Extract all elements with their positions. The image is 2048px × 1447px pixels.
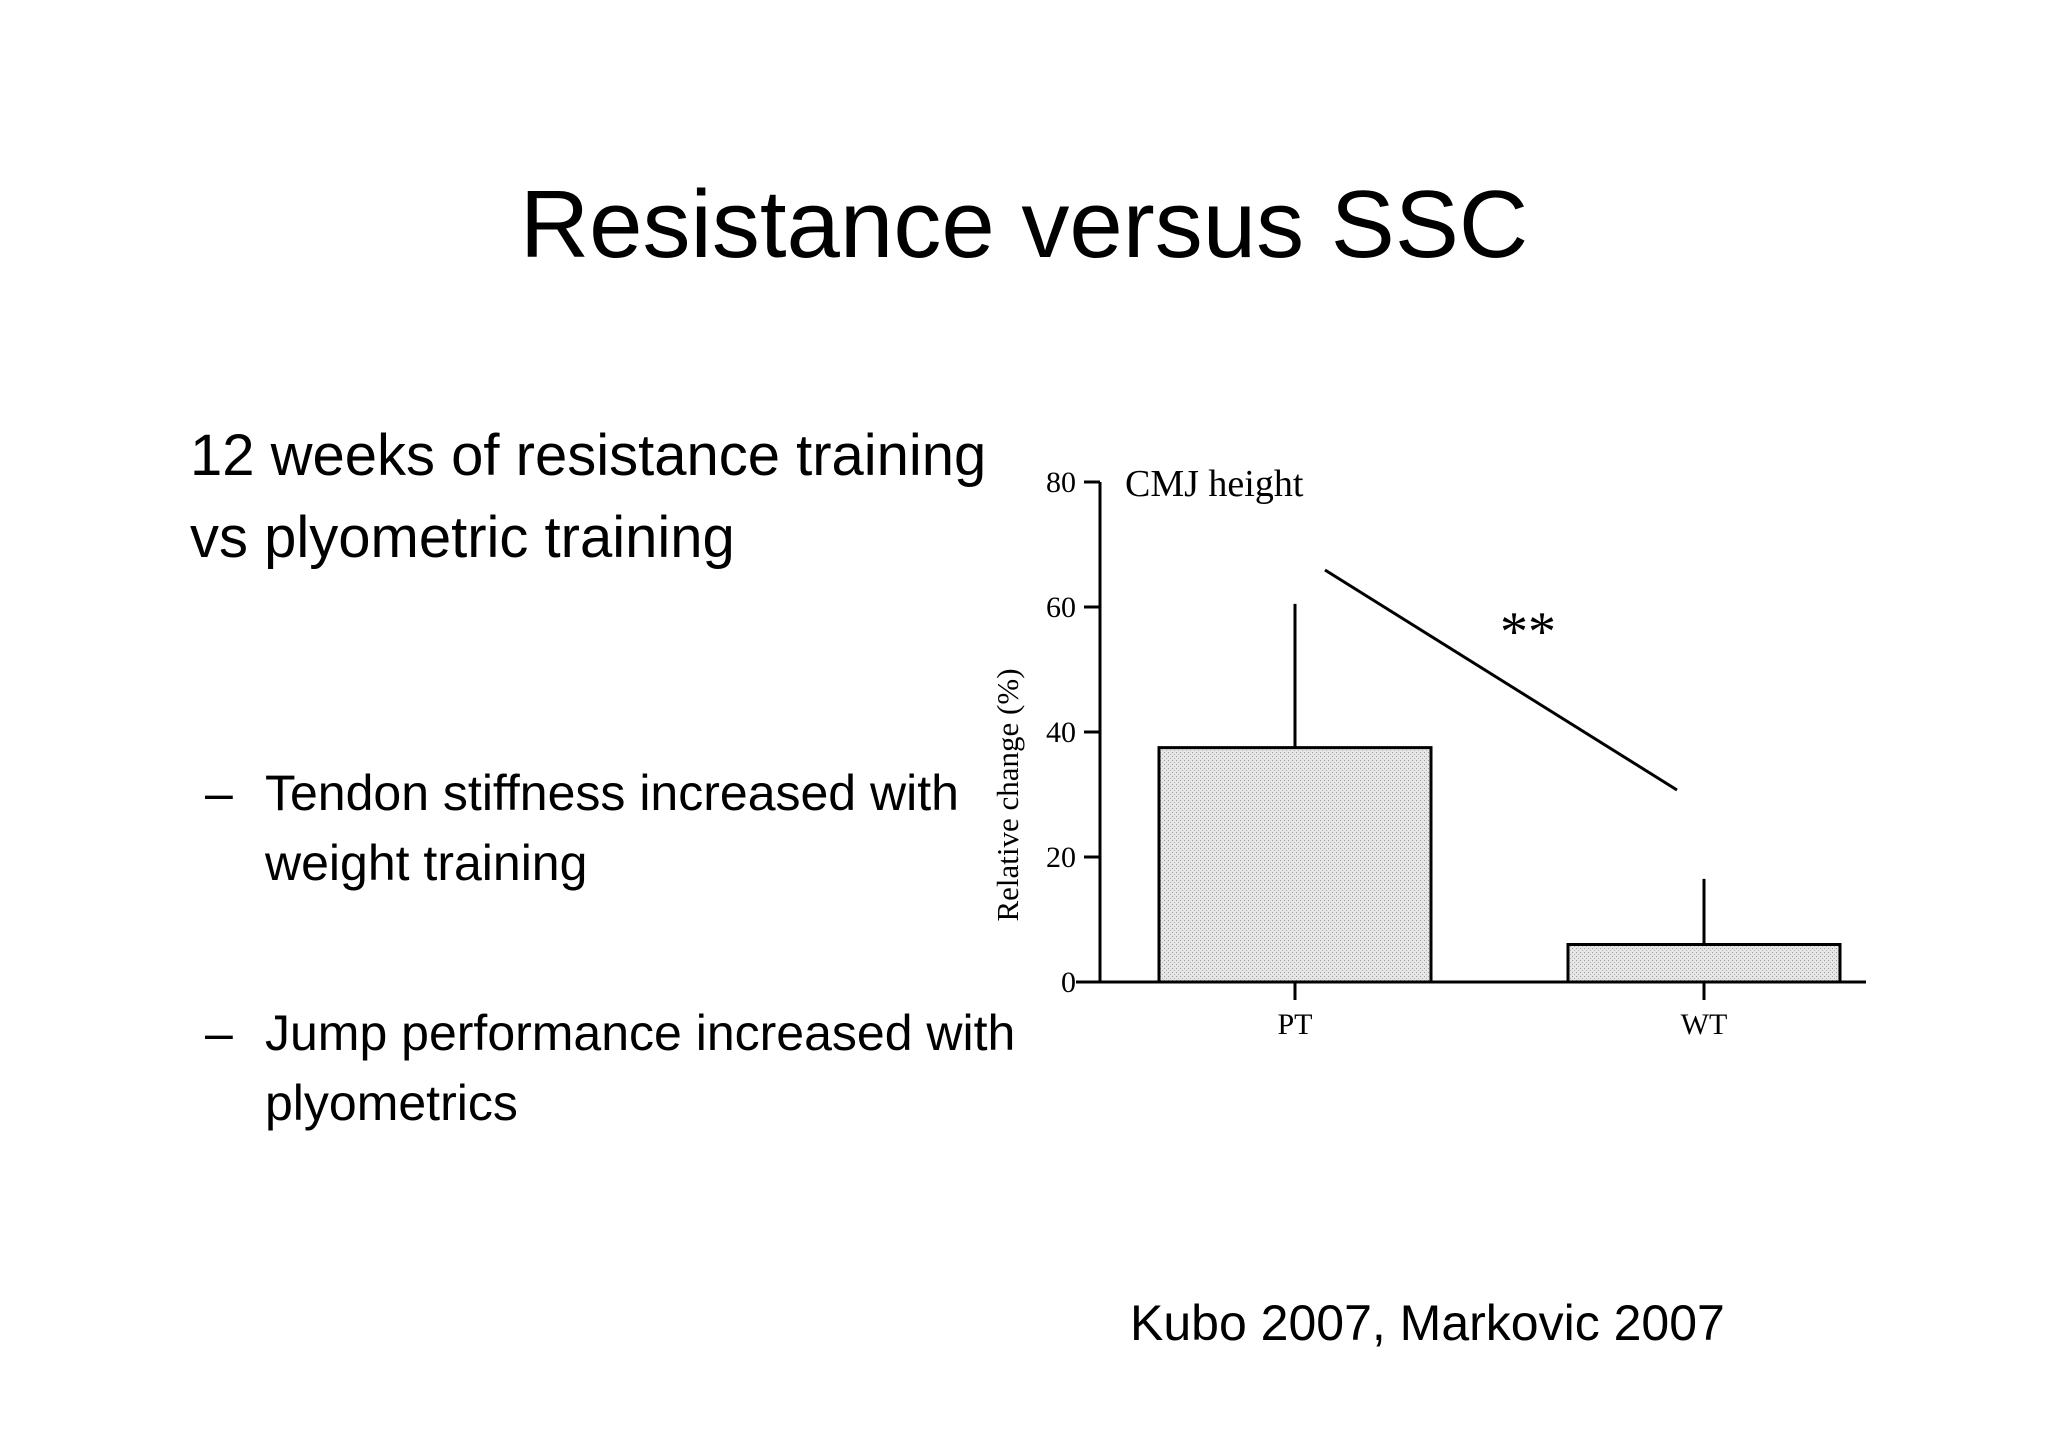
chart-title: CMJ height — [1125, 463, 1304, 505]
bullet-item: – Tendon stiffness increased with weight… — [205, 758, 1065, 898]
x-tick-label: WT — [1681, 1008, 1728, 1041]
intro-text: 12 weeks of resistance training vs plyom… — [190, 423, 987, 570]
y-axis-label: Relative change (%) — [990, 668, 1025, 921]
bullet-text: Jump performance increased with plyometr… — [265, 1005, 1016, 1131]
cmj-bar-chart: CMJ height Relative change (%) 0 20 40 60 80… — [990, 463, 1866, 1041]
significance-marker: ** — [1500, 601, 1556, 663]
y-tick-label: 20 — [1046, 841, 1076, 874]
significance-line — [1324, 568, 1678, 792]
y-tick-label: 60 — [1046, 591, 1076, 624]
bar-wt — [1566, 943, 1842, 984]
y-tick-label: 80 — [1046, 466, 1076, 499]
citation: Kubo 2007, Markovic 2007 — [1130, 1295, 1725, 1351]
bar-pt — [1157, 746, 1433, 984]
bullet-item: – Jump performance increased with plyome… — [205, 998, 1065, 1138]
x-tick-label: PT — [1277, 1008, 1312, 1041]
y-tick-label: 40 — [1046, 716, 1076, 749]
bullet-text: Tendon stiffness increased with weight t… — [265, 765, 959, 891]
slide-title: Resistance versus SSC — [519, 171, 1529, 278]
bullet-dash: – — [205, 1005, 233, 1061]
bullet-dash: – — [205, 765, 233, 821]
y-tick-label: 0 — [1061, 966, 1076, 999]
